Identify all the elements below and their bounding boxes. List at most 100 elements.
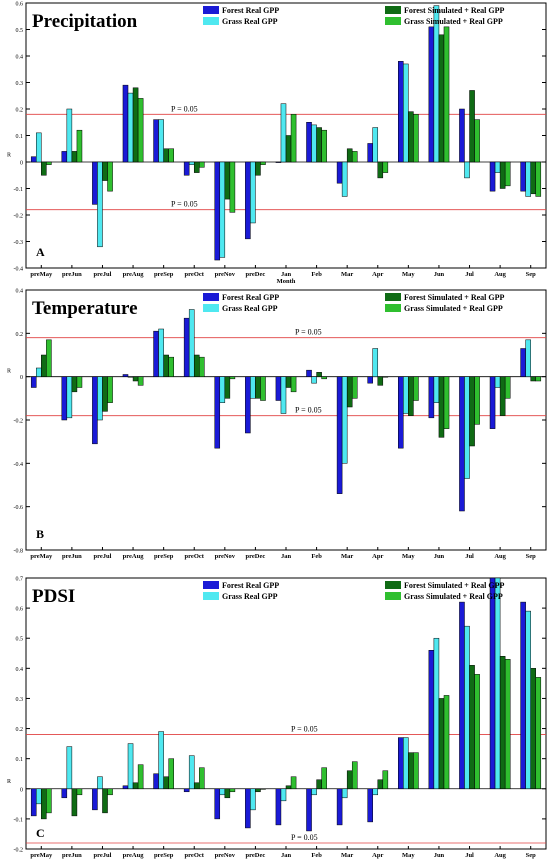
bar [438, 34, 445, 163]
bar [214, 376, 221, 449]
bar [525, 339, 531, 377]
bar [255, 788, 261, 793]
bar [158, 119, 164, 163]
bar [520, 161, 526, 192]
y-tick-label: 0.4 [16, 667, 24, 673]
threshold-label: P = 0.05 [171, 104, 198, 113]
legend-swatch [385, 592, 401, 600]
bar [163, 776, 169, 790]
bar [433, 637, 440, 790]
y-tick-label: -0.1 [14, 817, 24, 823]
bar [199, 161, 205, 168]
legend-swatch [203, 592, 219, 600]
bar [311, 788, 317, 796]
bar [97, 376, 103, 421]
bar [219, 161, 226, 258]
bar [413, 752, 419, 790]
bar [61, 376, 68, 421]
bar [35, 132, 42, 163]
bar [382, 770, 389, 790]
bar [504, 376, 511, 399]
bar [290, 114, 297, 163]
x-tick-label: Jun [434, 271, 445, 278]
x-tick-label: Feb [311, 852, 322, 859]
x-tick-label: preAug [123, 852, 145, 859]
bar [408, 752, 414, 790]
y-tick-label: -0.1 [14, 187, 24, 193]
bar [127, 743, 134, 790]
chart-title: PDSI [32, 586, 75, 607]
bar [469, 665, 475, 790]
bar [188, 161, 195, 165]
bar [127, 92, 134, 163]
bar [250, 788, 256, 811]
bar [403, 376, 409, 414]
bar [280, 788, 287, 802]
bar [316, 372, 322, 377]
bar [168, 758, 174, 790]
bar [341, 788, 348, 799]
bar [413, 114, 419, 163]
bar [71, 788, 78, 817]
bar [122, 84, 129, 163]
x-tick-label: Sep [526, 553, 537, 560]
threshold-label: P = 0.05 [295, 406, 322, 415]
bar [469, 376, 475, 447]
bar [428, 376, 435, 419]
bar [525, 610, 531, 790]
bar [474, 674, 480, 790]
x-tick-label: Mar [341, 852, 353, 859]
y-tick-label: 0.1 [16, 134, 24, 140]
bar [107, 788, 113, 796]
bar [107, 376, 113, 403]
bar [127, 376, 134, 378]
bar [229, 161, 236, 213]
bar [336, 788, 343, 826]
bar [499, 376, 506, 416]
x-tick-label: preAug [123, 271, 145, 278]
bar [66, 108, 73, 163]
bar [321, 129, 327, 163]
bar [290, 376, 297, 393]
bar [193, 354, 200, 377]
y-tick-label: 0.3 [16, 697, 24, 703]
y-tick-label: 0 [20, 375, 23, 381]
x-tick-label: Aug [494, 271, 506, 278]
bar [530, 668, 537, 790]
bar [275, 788, 282, 826]
bar [377, 376, 384, 386]
bar [443, 695, 450, 790]
legend-label: Forest Real GPP [222, 581, 279, 590]
x-tick-label: preNov [215, 271, 236, 278]
legend-label: Forest Simulated + Real GPP [404, 293, 505, 302]
bar [107, 161, 113, 192]
x-tick-label: Sep [526, 852, 537, 859]
y-tick-label: 0.4 [16, 289, 24, 295]
bar [255, 161, 261, 176]
x-tick-label: preJun [62, 553, 82, 560]
bar [489, 376, 496, 429]
x-tick-label: preOct [185, 852, 205, 859]
x-axis-label: Month [277, 278, 296, 285]
x-tick-label: May [402, 553, 415, 560]
bar [76, 788, 83, 796]
bar [346, 770, 353, 790]
bar [188, 309, 195, 377]
bar [489, 577, 496, 790]
bar [229, 788, 236, 793]
x-tick-label: Jul [465, 852, 474, 859]
x-tick-label: Feb [311, 553, 322, 560]
bar [41, 354, 47, 377]
x-tick-label: preDec [246, 852, 266, 859]
bar [351, 376, 358, 399]
y-tick-label: 0.2 [16, 727, 24, 733]
bar [153, 773, 159, 790]
bar [132, 376, 139, 382]
bar [132, 782, 139, 790]
bar [489, 161, 496, 192]
bar [377, 161, 384, 179]
bar [219, 788, 226, 796]
y-tick-label: 0.2 [16, 108, 24, 114]
threshold-label: P = 0.05 [291, 725, 318, 734]
bar [188, 755, 195, 790]
